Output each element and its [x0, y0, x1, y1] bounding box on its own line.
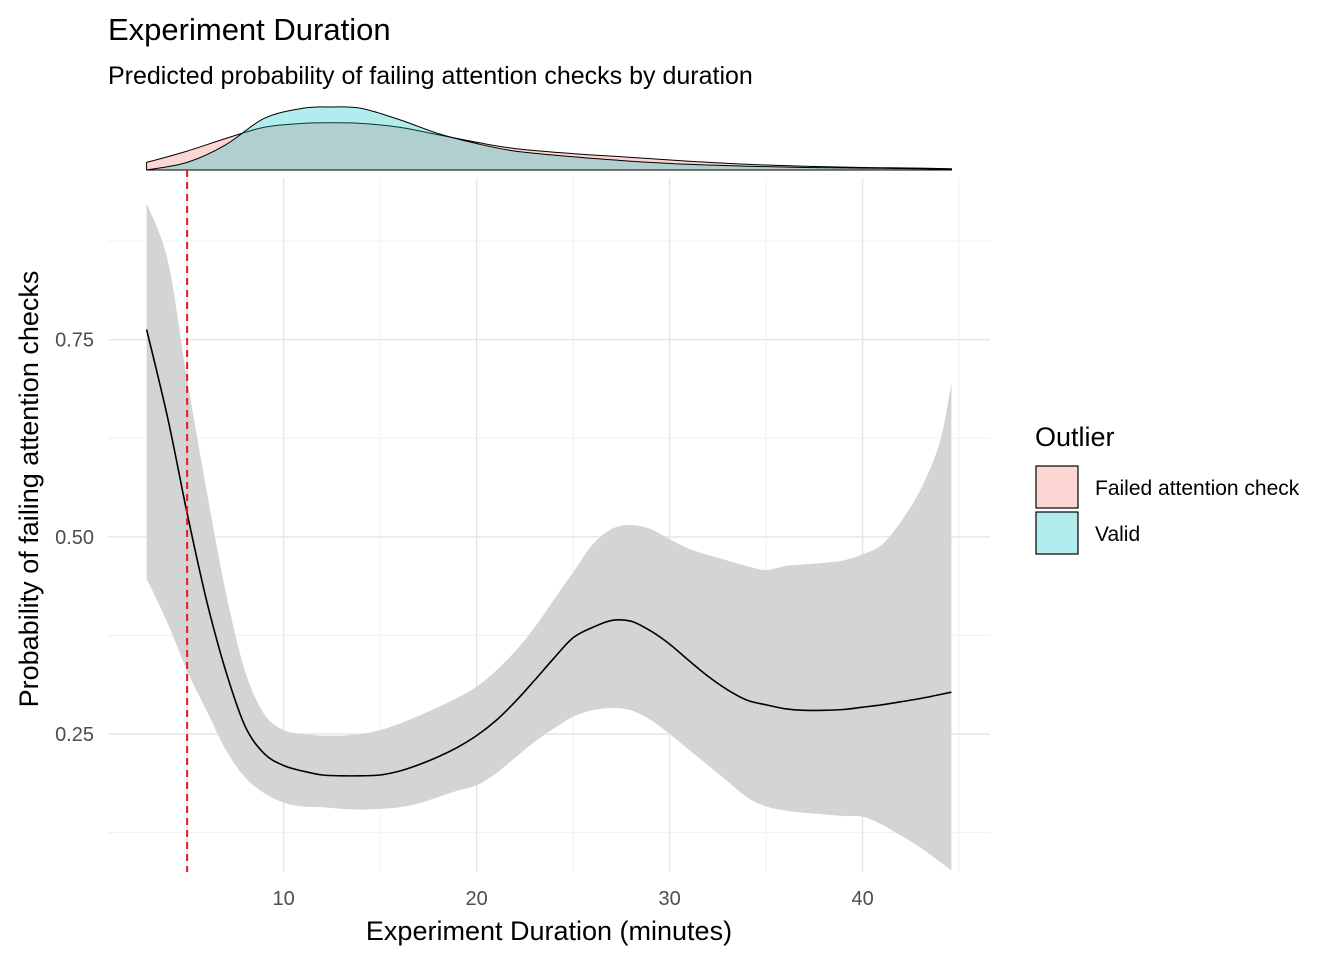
fit-line — [145, 329, 952, 777]
x-tick-label: 40 — [851, 888, 873, 910]
fit-line-path — [145, 329, 952, 777]
legend-key — [1035, 511, 1079, 555]
legend-title: Outlier — [1035, 422, 1115, 452]
x-tick-label: 20 — [466, 888, 488, 910]
y-axis-ticks: 0.25 0.50 0.75 — [55, 330, 94, 746]
x-tick-label: 30 — [658, 888, 680, 910]
y-tick-label: 0.75 — [55, 330, 94, 352]
y-tick-label: 0.50 — [55, 527, 94, 549]
confidence-band — [146, 203, 952, 871]
density-valid — [146, 106, 952, 171]
confidence-band-area — [146, 203, 952, 871]
legend-label: Valid — [1095, 523, 1140, 546]
chart-title: Experiment Duration — [108, 12, 391, 47]
y-tick-label: 0.25 — [55, 724, 94, 746]
chart-subtitle: Predicted probability of failing attenti… — [108, 62, 753, 90]
x-tick-label: 10 — [273, 888, 295, 910]
x-axis-title: Experiment Duration (minutes) — [366, 916, 732, 946]
legend-key — [1035, 465, 1079, 509]
density-failed-attention-check — [146, 122, 952, 171]
y-axis-title: Probability of failing attention checks — [14, 271, 44, 708]
legend-label: Failed attention check — [1095, 477, 1300, 500]
density-panel — [146, 106, 952, 171]
x-axis-ticks: 10 20 30 40 — [273, 888, 874, 910]
legend: Outlier Failed attention check Valid — [1035, 422, 1300, 555]
